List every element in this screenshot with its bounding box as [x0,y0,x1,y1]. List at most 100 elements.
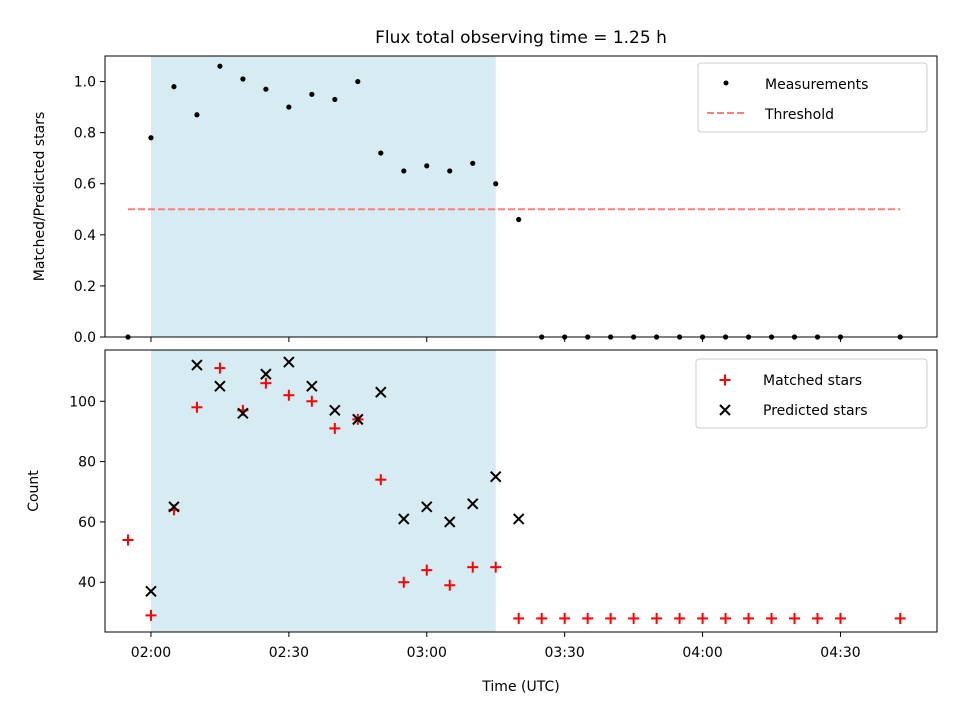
matched-star-point [720,612,732,624]
predicted-stars-series [145,356,525,597]
predicted-star-point-b [145,585,157,597]
predicted-star-point-b [444,516,456,528]
predicted-star-point [145,585,157,597]
top-panel: 0.0 0.2 0.4 0.6 0.8 1.0 Flux total observing … [32,28,938,346]
top-y-tick-label: 0.6 [74,177,96,193]
matched-star-point [766,612,778,624]
bottom-x-tick-label: 02:00 [131,645,171,661]
measurement-point [355,78,361,85]
top-y-tick-label: 1.0 [74,75,96,91]
measurement-point [424,163,430,169]
bottom-x-tick-label: 02:30 [269,645,309,661]
bottom-axes-frame [104,349,938,633]
top-legend: Measurements Threshold [697,62,928,133]
matched-star-point [490,561,502,573]
predicted-star-point [260,368,272,380]
matched-star-point [421,564,433,576]
bottom-y-tick-label: 40 [78,575,96,591]
legend-cross-b [719,404,731,416]
predicted-star-point-b [306,380,318,392]
matched-star-point [375,474,387,486]
predicted-star-point-b [283,356,295,368]
predicted-star-point [444,516,456,528]
predicted-star-point [421,501,433,513]
measurement-point [217,63,223,69]
measurement-point [194,112,200,118]
measurement-point [493,181,499,187]
matched-star-point [191,401,203,413]
matched-star-point [306,395,318,407]
measurement-point [309,91,315,97]
measurement-point [263,86,269,92]
predicted-star-point-b [421,501,433,513]
matched-star-point [214,362,226,374]
matched-star-point [283,389,295,401]
predicted-star-point-b [490,470,502,483]
legend-plus [719,374,731,386]
matched-star-point [467,561,479,573]
matched-star-point [894,612,906,624]
observing-span-bottom [150,350,496,632]
bottom-x-axis-ticks: 02:00 02:30 03:00 03:30 04:00 04:30 [131,632,861,661]
x-axis-label: Time (UTC) [481,679,559,695]
measurement-point [470,160,476,166]
bottom-y-tick-label: 100 [69,394,96,410]
bottom-y-tick-label: 80 [78,455,96,471]
legend-label-threshold: Threshold [764,107,834,123]
matched-star-point [628,612,640,624]
matched-star-point [260,377,272,389]
legend-label-measurements: Measurements [765,77,868,93]
predicted-star-point-b [168,501,180,513]
legend-marker-measurements [723,80,729,86]
measurement-point [447,168,453,174]
predicted-star-point-b [214,380,226,392]
predicted-star-point [191,359,203,371]
bottom-legend: Matched stars Predicted stars [695,358,928,429]
predicted-star-point-b [237,407,249,420]
matched-star-point [651,612,663,624]
legend-label-predicted-stars: Predicted stars [763,403,868,419]
matched-star-point [582,612,594,624]
predicted-star-point [237,407,249,420]
matched-star-point [789,612,801,624]
bottom-y-tick-label: 60 [78,515,96,531]
legend-marker-predicted-stars [719,404,731,416]
predicted-star-point-b [467,498,479,510]
matched-star-point [513,612,525,624]
predicted-star-point [512,513,525,525]
measurement-point [148,135,154,141]
top-y-tick-label: 0.4 [74,228,96,244]
predicted-star-point-b [512,513,525,525]
predicted-star-point-b [398,513,410,525]
bottom-legend-box [695,358,928,429]
matched-star-point [444,579,456,591]
top-y-tick-label: 0.8 [74,126,96,142]
top-y-tick-label: 0.0 [74,330,96,346]
measurement-point [286,104,292,110]
predicted-star-point-b [191,359,203,371]
top-x-axis-ticks [150,337,841,342]
matched-star-point [329,422,341,434]
bottom-panel: 40 60 80 100 02:00 02:30 03:00 03:30 04:00 04:30… [26,349,938,695]
measurement-point [378,150,384,156]
predicted-star-point [168,501,180,513]
predicted-star-point [467,498,479,510]
matched-star-point [398,576,410,588]
predicted-star-point-b [375,386,387,398]
matched-star-point [743,612,755,624]
matched-star-point [605,612,617,624]
predicted-star-point [283,356,295,368]
measurement-point [401,168,407,174]
matched-star-point [536,612,548,624]
bottom-x-tick-label: 04:00 [682,645,722,661]
measurement-point [171,84,177,90]
bottom-y-axis-label: Count [26,470,42,512]
predicted-star-point [352,413,364,426]
matched-star-point [811,612,823,624]
chart-title: Flux total observing time = 1.25 h [375,28,667,48]
predicted-star-point [398,513,410,525]
predicted-star-point-b [352,413,364,426]
predicted-star-point [375,386,387,398]
observing-span-top [150,56,496,337]
